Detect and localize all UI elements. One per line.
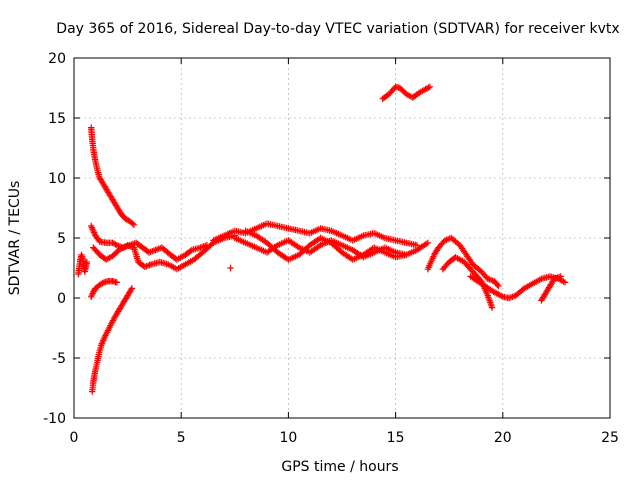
data-point	[99, 280, 106, 287]
data-point	[403, 251, 410, 258]
y-tick-label: -10	[43, 411, 66, 427]
x-tick-label: 0	[70, 430, 79, 446]
data-point	[425, 84, 432, 91]
data-point	[187, 247, 194, 255]
series-evening-dip	[467, 273, 569, 302]
series-afternoon-low	[439, 254, 496, 311]
data-point	[83, 258, 91, 266]
y-tick-label: 20	[48, 51, 66, 67]
data-point	[426, 83, 434, 90]
series-isolated-point	[227, 264, 234, 272]
data-point	[112, 241, 119, 248]
series-isolated-high	[379, 83, 434, 102]
y-axis-label: SDTVAR / TECUs	[7, 181, 23, 296]
x-tick-label: 15	[387, 430, 405, 446]
data-point	[127, 286, 135, 293]
y-tick-label: 10	[48, 171, 66, 187]
chart-title: Day 365 of 2016, Sidereal Day-to-day VTE…	[56, 21, 619, 37]
data-point	[424, 239, 431, 246]
axes: 0 5 10 15 20 25 -10 -5 0 5 10 15 20	[43, 51, 619, 446]
x-axis-label: GPS time / hours	[281, 459, 398, 475]
series-evening-tail	[538, 273, 564, 304]
series-midday-band-a	[210, 220, 421, 249]
x-tick-label: 5	[177, 430, 186, 446]
y-tick-label: 15	[48, 111, 66, 127]
series-midday-band-c	[242, 227, 410, 263]
x-tick-label: 10	[279, 430, 297, 446]
x-tick-label: 25	[601, 430, 619, 446]
data-point	[561, 279, 569, 286]
data-point	[294, 243, 301, 250]
series-negative-arc	[89, 285, 136, 395]
y-tick-label: 5	[57, 231, 66, 247]
series-early-start	[75, 251, 91, 278]
x-tick-label: 20	[494, 430, 512, 446]
data-point	[130, 221, 138, 228]
series-afternoon-arc	[424, 234, 502, 290]
series-low-arc	[88, 278, 121, 300]
data-point	[129, 220, 136, 227]
data-point	[227, 264, 234, 272]
data-point	[113, 279, 121, 286]
data-point	[488, 304, 496, 311]
data-point	[128, 285, 136, 292]
data-point	[498, 292, 505, 300]
data-point	[494, 281, 501, 288]
data-point	[557, 273, 564, 280]
y-tick-label: 0	[57, 291, 66, 307]
y-tick-label: -5	[52, 351, 66, 367]
series-decreasing-arc	[88, 124, 138, 228]
data-marks	[75, 83, 569, 395]
data-point	[495, 282, 502, 290]
